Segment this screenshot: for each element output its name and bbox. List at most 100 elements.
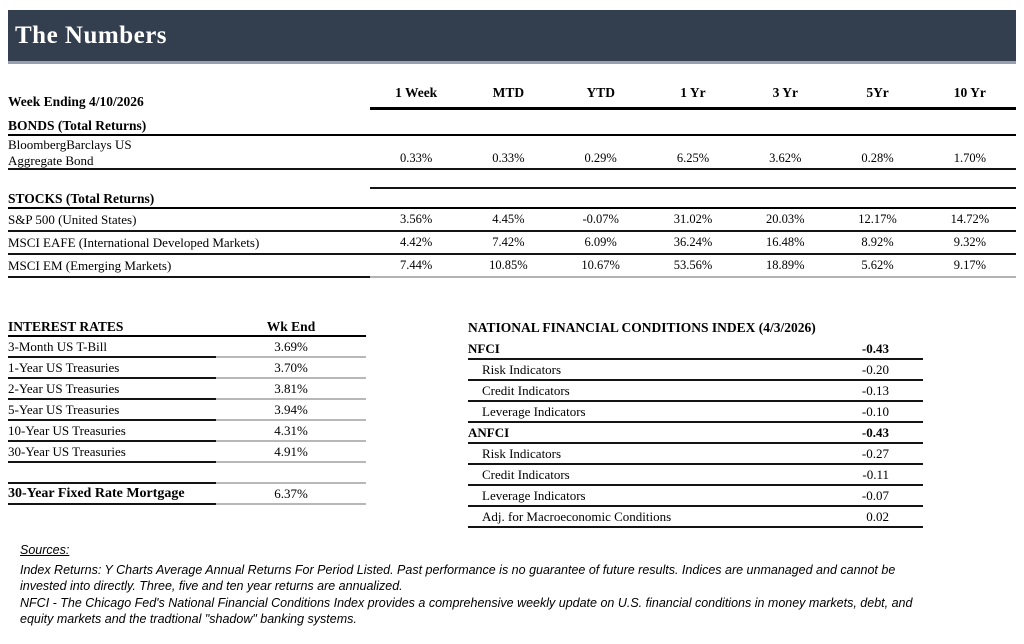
nfci-row-value: -0.43 [861,424,889,440]
interest-rate-label: 30-Year Fixed Rate Mortgage [8,484,216,505]
stock-row-values: 7.44% 10.85% 10.67% 53.56% 18.89% 5.62% 9.17% [370,255,1016,278]
bond-row-label: BloombergBarclays US Aggregate Bond [8,136,370,168]
nfci-row-value: -0.10 [861,403,889,419]
sources-line: NFCI - The Chicago Fed's National Financ… [20,595,913,610]
nfci-row: Credit Indicators -0.13 [468,381,923,402]
returns-header-row: Week Ending 4/10/2026 1 Week MTD YTD 1 Yr 3 … [8,84,1016,110]
stock-row: S&P 500 (United States) 3.56% 4.45% -0.07% 3… [8,209,1016,232]
column-header: 5Yr [866,85,889,100]
return-value: -0.07% [582,212,619,226]
return-value: 4.42% [399,235,433,249]
bond-row: BloombergBarclays US Aggregate Bond 0.33% 0… [8,136,1016,170]
stock-row-values: 4.42% 7.42% 6.09% 36.24% 16.48% 8.92% 9.32% [370,232,1016,255]
return-value: 16.48% [766,235,805,249]
interest-rates-header-row: INTEREST RATES Wk End [8,319,366,337]
interest-rate-value: 3.69% [216,337,366,358]
nfci-row-value: -0.07 [861,487,889,503]
return-value: 3.62% [769,151,802,165]
title-bar: The Numbers [8,10,1016,64]
interest-rate-label: 10-Year US Treasuries [8,421,216,442]
return-value: 10.85% [489,258,528,272]
sources-footer: Sources: Index Returns: Y Charts Average… [20,542,1016,628]
bottom-tables: INTEREST RATES Wk End 3-Month US T-Bill 3… [8,319,1016,528]
column-header: YTD [586,85,615,100]
nfci-row: ANFCI -0.43 [468,423,923,444]
column-header: 10 Yr [953,85,986,100]
return-value: 20.03% [766,212,805,226]
bond-label-line: Aggregate Bond [8,153,94,168]
nfci-row-label: Risk Indicators [482,445,562,461]
wk-end-column-header: Wk End [266,319,316,334]
nfci-row-label: NFCI [468,340,500,356]
return-value: 1.70% [953,151,986,165]
week-ending-label: Week Ending 4/10/2026 [8,94,144,109]
nfci-row-value: -0.43 [861,340,889,356]
return-value: 31.02% [673,212,713,226]
interest-rate-label: 2-Year US Treasuries [8,379,216,400]
interest-rate-value: 3.70% [216,358,366,379]
nfci-row-label: ANFCI [468,424,510,440]
interest-rate-value: 3.94% [216,400,366,421]
return-value: 0.33% [492,151,525,165]
interest-rate-label [8,463,216,484]
return-value: 3.56% [399,212,433,226]
return-value: 0.33% [399,151,433,165]
sources-line: Index Returns: Y Charts Average Annual R… [20,562,896,577]
stocks-top-rule [370,170,1016,189]
interest-rates-title: INTEREST RATES [8,319,124,334]
return-value: 9.17% [953,258,986,272]
bond-label-line: BloombergBarclays US [8,137,132,152]
stocks-section-heading: STOCKS (Total Returns) [8,189,1016,209]
bonds-section-heading: BONDS (Total Returns) [8,116,1016,136]
interest-rate-value: 4.31% [216,421,366,442]
interest-rate-label: 3-Month US T-Bill [8,337,216,358]
nfci-row-label: Risk Indicators [482,361,562,377]
return-value: 12.17% [858,212,897,226]
interest-rate-row: 10-Year US Treasuries 4.31% [8,421,366,442]
stock-row-label: MSCI EAFE (International Developed Marke… [8,232,370,255]
return-value: 10.67% [581,258,620,272]
report-page: The Numbers Week Ending 4/10/2026 1 Week… [8,10,1016,628]
column-header: 3 Yr [772,85,798,100]
return-value: 8.92% [861,235,894,249]
nfci-row-value: 0.02 [866,508,889,524]
return-value: 4.45% [492,212,525,226]
stock-row-label: MSCI EM (Emerging Markets) [8,255,370,278]
stock-row: MSCI EM (Emerging Markets) 7.44% 10.85% 10.… [8,255,1016,278]
sources-heading: Sources: [20,543,70,557]
interest-rate-row [8,463,366,484]
return-value: 0.29% [584,151,617,165]
nfci-row: Leverage Indicators -0.10 [468,402,923,423]
return-value: 6.09% [584,235,617,249]
sources-line: equity markets and the tradtional "shado… [20,612,357,626]
nfci-row: Credit Indicators -0.11 [468,465,923,486]
interest-rate-value: 6.37% [216,484,366,505]
nfci-row-value: -0.27 [861,445,889,461]
return-value: 7.42% [492,235,525,249]
stocks-section-label: STOCKS (Total Returns) [8,191,155,206]
interest-rate-row: 3-Month US T-Bill 3.69% [8,337,366,358]
nfci-row-value: -0.11 [862,466,889,482]
nfci-rows: NFCI -0.43 Risk Indicators -0.20 Credit Indi… [468,339,923,528]
bond-row-values: 0.33% 0.33% 0.29% 6.25% 3.62% 0.28% 1.70% [370,136,1016,168]
column-header: MTD [492,85,525,100]
returns-table: Week Ending 4/10/2026 1 Week MTD YTD 1 Yr 3 … [8,84,1016,278]
stock-row-label: S&P 500 (United States) [8,209,370,232]
nfci-row: Adj. for Macroeconomic Conditions 0.02 [468,507,923,528]
return-value: 6.25% [676,151,710,165]
nfci-row-value: -0.13 [861,382,889,398]
interest-rate-value [216,463,366,484]
page-title: The Numbers [15,21,168,49]
spacer-label [8,170,370,189]
return-value: 36.24% [673,235,713,249]
return-value: 7.44% [399,258,433,272]
nfci-row-label: Credit Indicators [482,382,570,398]
interest-rate-label: 5-Year US Treasuries [8,400,216,421]
bonds-section-label: BONDS (Total Returns) [8,118,147,133]
stock-row: MSCI EAFE (International Developed Marke… [8,232,1016,255]
nfci-row-label: Adj. for Macroeconomic Conditions [482,508,672,524]
return-value: 5.62% [861,258,894,272]
stock-rows: S&P 500 (United States) 3.56% 4.45% -0.07% 3… [8,209,1016,278]
nfci-row-label: Leverage Indicators [482,487,586,503]
return-value: 18.89% [766,258,805,272]
